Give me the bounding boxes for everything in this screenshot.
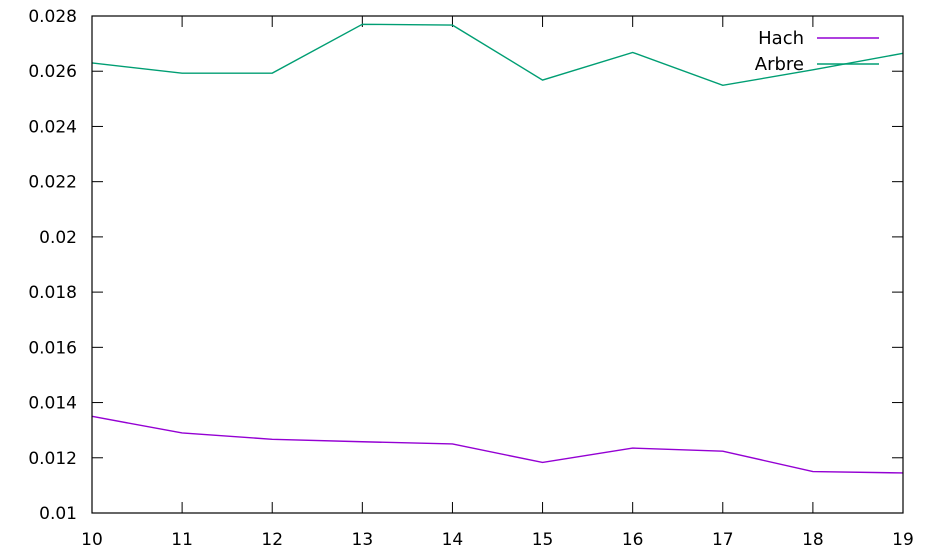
legend-label-hach: Hach <box>758 28 804 49</box>
tick-labels-layer: 10 11 12 13 14 15 16 17 18 19 0.01 0.012 0.014 0.016 0… <box>28 7 913 550</box>
y-tick-label: 0.012 <box>28 449 77 469</box>
x-tick-label: 12 <box>261 530 283 550</box>
y-tick-label: 0.024 <box>28 117 77 137</box>
x-tick-label: 11 <box>171 530 193 550</box>
x-tick-label: 17 <box>712 530 734 550</box>
y-tick-label: 0.016 <box>28 338 77 358</box>
legend: Hach Arbre <box>755 28 879 75</box>
x-tick-label: 14 <box>442 530 464 550</box>
y-tick-label: 0.018 <box>28 283 77 303</box>
series-line-arbre <box>91 23 904 87</box>
x-tick-label: 16 <box>622 530 644 550</box>
y-tick-label: 0.02 <box>39 228 77 248</box>
series-line-hach <box>91 415 904 474</box>
x-tick-label: 15 <box>532 530 554 550</box>
legend-label-arbre: Arbre <box>755 54 804 75</box>
y-tick-label: 0.022 <box>28 173 77 193</box>
x-tick-label: 10 <box>81 530 103 550</box>
y-tick-label: 0.014 <box>28 394 77 414</box>
y-tick-label: 0.028 <box>28 7 77 27</box>
plot-frame <box>91 15 904 514</box>
series-layer <box>91 23 904 474</box>
x-tick-label: 13 <box>352 530 374 550</box>
x-tick-label: 18 <box>802 530 824 550</box>
x-tick-label: 19 <box>892 530 914 550</box>
y-tick-label: 0.01 <box>39 504 77 524</box>
y-tick-label: 0.026 <box>28 62 77 82</box>
ticks-layer <box>91 15 904 514</box>
